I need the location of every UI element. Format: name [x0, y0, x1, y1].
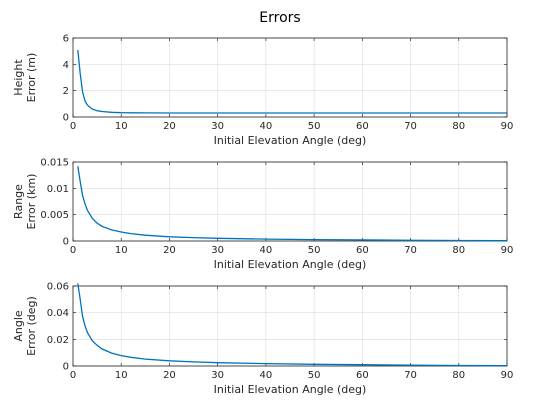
series-line-1	[77, 49, 507, 114]
axes-background	[72, 285, 508, 367]
y-tick-label: 0	[63, 237, 69, 248]
y-axis-label-line-1: Angle	[12, 310, 25, 342]
subplot-3: 0 10 20 30 40 50 60 70 80 90 0 0.02 0.04 0.06 Initial …	[12, 282, 513, 397]
y-tick-label: 0.02	[47, 335, 69, 346]
x-axis-label: Initial Elevation Angle (deg)	[214, 258, 367, 271]
axes-frame	[72, 161, 508, 242]
x-tick-label: 80	[452, 121, 465, 132]
x-tick-label: 60	[356, 121, 369, 132]
x-tick-label: 10	[115, 370, 128, 381]
y-tick-label: 6	[63, 34, 69, 45]
series-line-1	[77, 166, 508, 242]
x-tick-label: 0	[70, 245, 76, 256]
y-axis-label-line-1: Range	[12, 184, 25, 219]
x-tick-label: 80	[452, 245, 465, 256]
x-axis-label: Initial Elevation Angle (deg)	[214, 134, 367, 147]
x-tick-label: 40	[260, 121, 273, 132]
x-tick-label: 50	[308, 121, 321, 132]
x-tick-label: 50	[308, 245, 321, 256]
y-tick-label: 0	[63, 113, 69, 124]
axes-frame	[72, 37, 508, 118]
x-tick-label: 90	[501, 370, 514, 381]
x-tick-label: 90	[501, 121, 514, 132]
x-tick-label: 40	[260, 370, 273, 381]
x-tick-label: 30	[211, 121, 224, 132]
y-axis-label-line-1: Height	[12, 59, 25, 96]
subplot-1: 0 10 20 30 40 50 60 70 80 90 0 2 4 6 Initial Elevation…	[12, 34, 513, 148]
axes-background	[72, 37, 508, 118]
axes-frame	[72, 285, 508, 367]
series-line-1	[77, 283, 508, 367]
y-tick-label: 0	[63, 362, 69, 373]
x-tick-label: 30	[211, 370, 224, 381]
x-tick-label: 50	[308, 370, 321, 381]
y-tick-label: 0.015	[40, 158, 69, 169]
y-tick-label: 0.005	[40, 210, 69, 221]
x-tick-label: 90	[501, 245, 514, 256]
x-tick-label: 0	[70, 121, 76, 132]
y-tick-label: 0.06	[47, 282, 69, 293]
y-tick-label: 4	[63, 60, 69, 71]
x-tick-label: 70	[404, 245, 417, 256]
y-axis-label-line-2: Error (deg)	[25, 296, 38, 356]
x-tick-label: 10	[115, 121, 128, 132]
y-tick-label: 2	[63, 86, 69, 97]
x-tick-label: 0	[70, 370, 76, 381]
x-tick-label: 20	[163, 121, 176, 132]
y-tick-label: 0.01	[47, 184, 69, 195]
x-tick-label: 30	[211, 245, 224, 256]
x-tick-label: 70	[404, 121, 417, 132]
x-tick-label: 70	[404, 370, 417, 381]
x-tick-label: 20	[163, 245, 176, 256]
y-tick-label: 0.04	[47, 308, 69, 319]
x-tick-label: 60	[356, 245, 369, 256]
figure-title: Errors	[259, 10, 300, 26]
subplot-2: 0 10 20 30 40 50 60 70 80 90 0 0.005 0.01 0.015 Initia…	[12, 158, 513, 272]
x-tick-label: 10	[115, 245, 128, 256]
x-axis-label: Initial Elevation Angle (deg)	[214, 383, 367, 396]
x-tick-label: 40	[260, 245, 273, 256]
y-axis-label-line-2: Error (m)	[25, 53, 38, 103]
x-tick-label: 80	[452, 370, 465, 381]
x-tick-label: 60	[356, 370, 369, 381]
axes-background	[72, 161, 508, 242]
x-tick-label: 20	[163, 370, 176, 381]
y-axis-label-line-2: Error (km)	[25, 174, 38, 230]
